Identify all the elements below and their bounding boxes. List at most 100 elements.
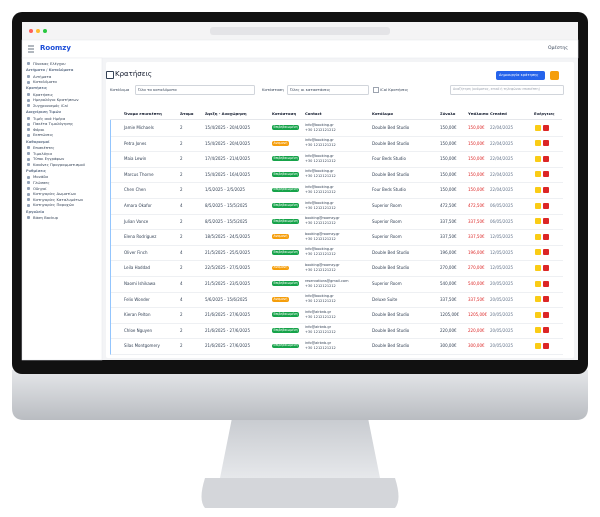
guests: 2 — [180, 187, 183, 193]
guests: 4 — [180, 296, 183, 302]
delete-button[interactable] — [543, 233, 549, 240]
delete-button[interactable] — [543, 342, 549, 349]
created: 12/05/2025 — [490, 249, 514, 255]
delete-button[interactable] — [543, 218, 549, 225]
delete-button[interactable] — [543, 327, 549, 334]
table-row — [110, 338, 563, 355]
min-dot[interactable] — [36, 29, 40, 33]
sidebar-icon — [27, 181, 30, 185]
phone: +30 1212121212 — [305, 174, 336, 179]
email: info@booking.gr — [305, 184, 334, 189]
checkbox[interactable] — [373, 86, 379, 93]
total: 220,00€ — [440, 327, 457, 333]
sidebar-icon — [27, 133, 30, 137]
edit-button[interactable] — [535, 233, 541, 240]
page-title: Κρατήσεις — [115, 70, 152, 78]
edit-button[interactable] — [535, 155, 541, 162]
user-name: Ορέστης — [548, 46, 568, 51]
select[interactable] — [135, 85, 255, 95]
edit-button[interactable] — [535, 171, 541, 178]
created: 22/04/2025 — [490, 171, 514, 177]
export-button[interactable] — [550, 71, 559, 80]
delete-button[interactable] — [543, 311, 549, 318]
column-header: Κατάσταση — [272, 111, 297, 116]
status-badge: Αναμονή — [272, 234, 289, 240]
create-button: Δημιουργία κράτησης — [499, 73, 539, 77]
delete-button[interactable] — [543, 171, 549, 178]
sidebar-item: Κανόνες Προγραμματισμού — [33, 161, 86, 167]
select[interactable] — [287, 85, 369, 95]
table-header — [110, 108, 562, 120]
email: info@booking.gr — [305, 247, 334, 252]
search[interactable] — [450, 85, 564, 95]
delete-button[interactable] — [543, 186, 549, 193]
max-dot[interactable] — [43, 29, 47, 33]
email: info@booking.gr — [305, 153, 334, 158]
delete-button[interactable] — [543, 264, 549, 271]
room: Superior Room — [372, 203, 402, 208]
status-badge: Επιβεβαιωμένη — [272, 124, 300, 130]
guest-name: Leila Haddad — [124, 265, 151, 271]
total: 472,50€ — [440, 203, 457, 208]
delete-button[interactable] — [543, 202, 549, 209]
chin — [12, 370, 588, 420]
guest-name: Maia Lewin — [124, 156, 147, 162]
edit-button[interactable] — [535, 342, 541, 349]
guests: 4 — [180, 281, 183, 286]
filter-value: Όλες οι καταστάσεις — [290, 87, 331, 92]
edit-button[interactable] — [535, 140, 541, 147]
delete-button[interactable] — [543, 155, 549, 162]
edit-button[interactable] — [535, 218, 541, 225]
sidebar-item: Βάση Backup — [33, 215, 59, 220]
url-bar[interactable] — [210, 27, 390, 35]
guests: 4 — [180, 249, 183, 255]
guests: 2 — [180, 125, 183, 130]
edit-button[interactable] — [535, 249, 541, 256]
guest-name: Chen Chen — [124, 187, 146, 193]
sidebar-item: Τύποι Εγγράφων — [33, 156, 65, 162]
edit-button[interactable] — [535, 202, 541, 209]
balance: 150,00€ — [468, 140, 485, 146]
dates: 21/6/2025 - 27/6/2025 — [205, 327, 251, 333]
total: 300,00€ — [440, 343, 457, 349]
dates: 17/4/2025 - 21/4/2025 — [205, 156, 251, 162]
column-header: Άτομα — [180, 111, 194, 116]
created: 06/05/2025 — [490, 203, 514, 208]
sidebar-item: Καταλύματα — [33, 79, 57, 85]
create-button-bg[interactable] — [496, 71, 545, 80]
balance: 337,50€ — [468, 234, 485, 240]
sidebar-icon — [27, 146, 30, 150]
room: Superior Room — [372, 218, 402, 224]
guests: 2 — [180, 343, 183, 349]
dates: 8/5/2025 - 15/5/2025 — [205, 218, 248, 224]
delete-button[interactable] — [543, 296, 549, 303]
edit-button[interactable] — [535, 264, 541, 271]
dates: 15/4/2025 - 20/4/2025 — [205, 140, 251, 146]
phone: +30 1212121212 — [305, 283, 336, 288]
delete-button[interactable] — [543, 124, 549, 131]
created: 20/05/2025 — [490, 343, 514, 349]
sidebar-icon — [27, 128, 30, 132]
guests: 2 — [180, 327, 183, 333]
delete-button[interactable] — [543, 280, 549, 287]
edit-button[interactable] — [535, 296, 541, 303]
guest-name: Naomi Ishikawa — [124, 281, 156, 286]
sidebar-section: Καθορισμοί — [26, 139, 50, 144]
sidebar-icon — [27, 192, 30, 196]
edit-button[interactable] — [535, 124, 541, 131]
edit-button[interactable] — [535, 280, 541, 287]
delete-button[interactable] — [543, 249, 549, 256]
menu-icon[interactable] — [28, 45, 34, 53]
close-dot[interactable] — [29, 29, 33, 33]
edit-button[interactable] — [535, 311, 541, 318]
edit-button[interactable] — [535, 186, 541, 193]
delete-button[interactable] — [543, 140, 549, 147]
edit-button[interactable] — [535, 327, 541, 334]
email: info@booking.gr — [305, 200, 334, 205]
status-badge: Επιβεβαιωμένη — [272, 202, 300, 208]
guest-name: Amara Okafor — [124, 203, 152, 208]
table-row — [110, 291, 563, 309]
guest-name: Elena Rodriguez — [124, 234, 157, 240]
total: 196,00€ — [440, 249, 457, 255]
